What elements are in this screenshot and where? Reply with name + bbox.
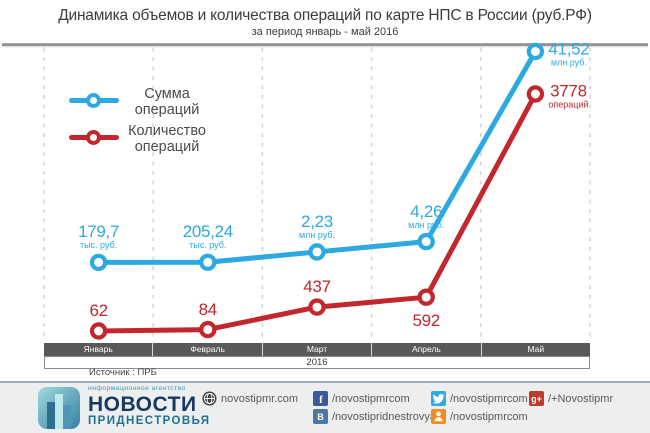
googleplus-label: /+Novostipmr — [548, 392, 614, 405]
data-point — [526, 42, 545, 61]
x-tick-january: Январь — [44, 343, 154, 356]
point-label: 3778 операций — [548, 81, 589, 110]
x-tick-april: Апрель — [372, 343, 482, 356]
svg-text:В: В — [317, 412, 324, 422]
twitter-label: /novostipmrcom — [450, 392, 528, 405]
agency-name: НОВОСТИ — [88, 392, 197, 416]
chart-svg — [2, 42, 648, 342]
agency-region: ПРИДНЕСТРОВЬЯ — [88, 414, 211, 427]
point-label: 41,52 млн руб. — [548, 39, 590, 67]
link-vk[interactable]: В /novostipridnestrovya — [313, 409, 436, 424]
agency-logo-icon — [38, 387, 80, 429]
point-label: 437 — [303, 277, 331, 297]
point-label: 4,26 млн руб. — [408, 201, 445, 230]
data-point — [526, 85, 545, 103]
legend-label-count: Количество операций — [128, 123, 206, 155]
agency-logo-text: информационное агентство НОВОСТИ ПРИДНЕС… — [88, 385, 211, 427]
odnoklassniki-label: /novostipmrcom — [450, 410, 528, 423]
point-label: 84 — [198, 299, 218, 319]
googleplus-icon: g+ — [529, 391, 544, 406]
data-point — [417, 288, 435, 306]
link-facebook[interactable]: f /novostipmrcom — [313, 391, 410, 406]
x-axis-year: 2016 — [44, 356, 590, 369]
footer: информационное агентство НОВОСТИ ПРИДНЕС… — [0, 381, 650, 433]
facebook-icon: f — [313, 391, 328, 406]
page-title: Динамика объемов и количества операций п… — [58, 7, 592, 24]
source-label: Источник : ПРБ — [89, 367, 157, 378]
facebook-label: /novostipmrcom — [332, 392, 410, 405]
legend-marker-count — [86, 130, 101, 145]
link-twitter[interactable]: /novostipmrcom — [431, 391, 528, 406]
globe-icon — [202, 391, 217, 406]
vk-icon: В — [313, 409, 328, 424]
vk-label: /novostipridnestrovya — [332, 410, 436, 423]
svg-text:g+: g+ — [531, 394, 542, 404]
data-point — [89, 253, 108, 272]
svg-text:f: f — [319, 394, 323, 406]
link-odnoklassniki[interactable]: /novostipmrcom — [431, 409, 528, 424]
data-point — [417, 232, 435, 251]
data-point — [308, 243, 326, 261]
data-point — [308, 298, 326, 316]
data-point — [199, 253, 217, 271]
x-tick-february: Февраль — [153, 343, 263, 356]
point-label: 179,7 тыс. руб. — [78, 222, 120, 251]
point-label: 62 — [89, 301, 108, 320]
x-axis: Январь Февраль Март Апрель Май — [44, 343, 590, 356]
legend-label-sum: Сумма операций — [134, 86, 200, 118]
page-subtitle: за период январь - май 2016 — [251, 26, 399, 38]
legend-marker-sum — [86, 93, 101, 108]
agency-tagline: информационное агентство — [88, 385, 186, 392]
twitter-icon — [431, 391, 446, 406]
website-label: novostipmr.com — [221, 392, 299, 405]
x-tick-march: Март — [263, 343, 373, 356]
x-tick-may: Май — [527, 344, 545, 354]
point-label: 592 — [412, 311, 440, 331]
link-website[interactable]: novostipmr.com — [202, 391, 298, 406]
data-point — [199, 320, 217, 339]
point-label: 2,23 млн руб. — [298, 211, 336, 240]
link-googleplus[interactable]: g+ /+Novostipmr — [529, 391, 613, 406]
point-label: 205,24 тыс. руб. — [182, 222, 234, 251]
odnoklassniki-icon — [431, 409, 446, 424]
data-point — [89, 322, 108, 340]
